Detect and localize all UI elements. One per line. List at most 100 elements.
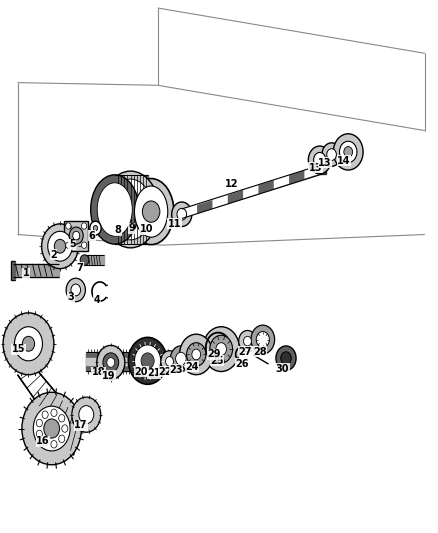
Text: 15: 15 [12,344,25,354]
Text: 4: 4 [94,295,101,304]
Circle shape [344,147,353,157]
Text: 21: 21 [148,368,161,378]
Ellipse shape [128,179,174,245]
Circle shape [44,419,60,438]
Circle shape [42,439,48,446]
Circle shape [66,242,71,248]
Circle shape [308,146,331,174]
Circle shape [33,406,70,451]
Text: 2: 2 [50,250,57,260]
Circle shape [128,337,167,384]
Text: 6: 6 [88,231,95,240]
Circle shape [177,208,187,220]
Circle shape [51,409,57,416]
Circle shape [3,313,54,375]
Text: 24: 24 [185,362,198,372]
Text: 1: 1 [23,269,30,278]
Circle shape [103,353,119,372]
Circle shape [276,346,296,370]
Circle shape [42,224,78,269]
Ellipse shape [134,186,168,237]
Circle shape [327,149,336,160]
Circle shape [93,225,98,231]
Circle shape [203,327,240,372]
Circle shape [72,397,101,432]
Text: 3: 3 [67,293,74,302]
Circle shape [59,415,65,422]
Circle shape [71,284,81,296]
Text: 22: 22 [159,367,172,376]
Text: 23: 23 [170,365,183,375]
Text: 9: 9 [128,223,135,233]
Ellipse shape [91,175,139,244]
Circle shape [251,325,275,354]
Circle shape [322,143,341,166]
Circle shape [281,352,291,365]
Circle shape [66,278,85,302]
Polygon shape [304,164,320,179]
Text: 25: 25 [210,356,223,366]
Circle shape [107,358,115,367]
Polygon shape [182,204,197,219]
Ellipse shape [109,179,152,240]
Circle shape [48,231,72,261]
Text: 8: 8 [115,225,122,235]
Circle shape [339,141,357,163]
Circle shape [216,343,226,356]
Text: 13: 13 [309,163,322,173]
Circle shape [239,330,256,352]
Ellipse shape [102,171,159,248]
Circle shape [170,346,191,372]
Text: 28: 28 [253,347,267,357]
Circle shape [36,419,42,427]
Circle shape [141,353,154,369]
Circle shape [79,406,94,424]
Bar [64,221,88,251]
Circle shape [210,335,233,363]
Circle shape [73,231,80,240]
Circle shape [14,327,42,361]
Text: 27: 27 [239,347,252,357]
Text: 10: 10 [140,224,153,234]
Circle shape [80,255,89,265]
Circle shape [42,411,48,418]
Circle shape [244,336,251,346]
Text: 30: 30 [276,364,289,374]
Polygon shape [243,184,258,199]
Circle shape [176,352,186,365]
Text: 7: 7 [76,263,83,272]
Circle shape [166,357,173,366]
Text: 12: 12 [226,179,239,189]
Circle shape [97,345,125,379]
Text: 13: 13 [318,158,332,167]
Circle shape [90,221,101,235]
Circle shape [81,223,87,229]
Text: 11: 11 [168,219,181,229]
Text: 20: 20 [135,367,148,376]
Text: 19: 19 [102,371,115,381]
Polygon shape [212,194,228,208]
Circle shape [161,351,178,372]
Text: 29: 29 [207,350,220,359]
Circle shape [142,201,160,222]
Circle shape [180,334,213,375]
Circle shape [187,343,206,366]
Circle shape [66,223,71,229]
Circle shape [22,392,81,465]
Text: 17: 17 [74,421,88,430]
Text: 26: 26 [235,359,248,368]
Circle shape [36,430,42,438]
Circle shape [69,227,83,244]
Circle shape [192,349,201,360]
Polygon shape [274,174,289,189]
Circle shape [22,336,35,351]
Text: 5: 5 [69,239,76,249]
Circle shape [256,332,269,348]
Text: 18: 18 [92,367,106,377]
Ellipse shape [97,183,132,236]
Circle shape [314,152,326,167]
Text: 14: 14 [337,156,350,166]
Circle shape [333,134,363,170]
Circle shape [134,345,161,377]
Polygon shape [182,164,323,219]
